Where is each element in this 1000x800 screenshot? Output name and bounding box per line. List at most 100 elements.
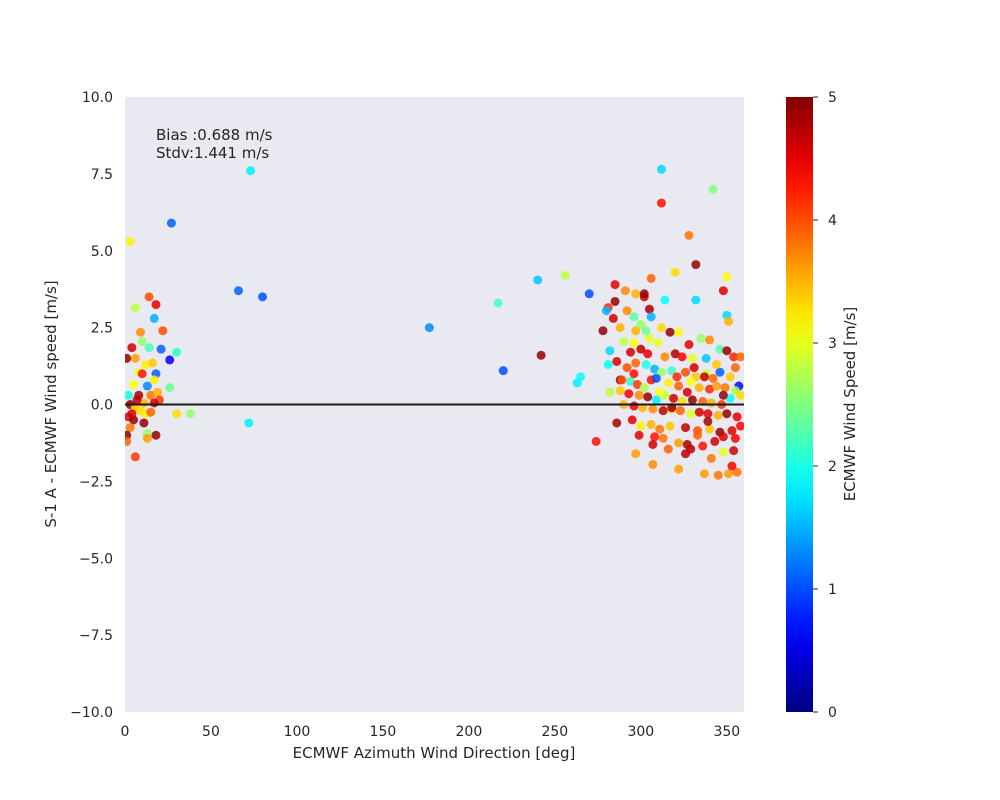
data-point <box>626 347 636 357</box>
data-point <box>675 406 685 416</box>
data-point <box>610 280 620 290</box>
data-point <box>576 372 586 382</box>
data-point <box>144 292 154 302</box>
data-point <box>669 393 679 403</box>
data-point <box>141 360 151 370</box>
data-point <box>158 326 168 336</box>
data-point <box>142 381 152 391</box>
data-point <box>711 381 721 391</box>
data-point <box>584 289 594 299</box>
data-point <box>706 453 716 463</box>
x-tick-label: 200 <box>456 724 483 740</box>
data-point <box>498 366 508 376</box>
data-point <box>689 363 699 373</box>
data-point <box>156 344 166 354</box>
data-point <box>674 464 684 474</box>
stdv-annotation: Stdv:1.441 m/s <box>156 144 269 162</box>
data-point <box>631 289 641 299</box>
x-axis-ticks: 0 50 100 150 200 250 300 350 <box>121 724 741 740</box>
data-point <box>648 439 658 449</box>
data-point <box>720 383 730 393</box>
data-points <box>125 164 744 480</box>
data-point <box>681 367 691 377</box>
data-point <box>708 373 718 383</box>
data-point <box>644 333 654 343</box>
data-point <box>674 438 684 448</box>
data-point <box>622 363 632 373</box>
data-point <box>694 407 704 417</box>
x-tick-label: 250 <box>541 724 568 740</box>
data-point <box>246 166 256 176</box>
data-point <box>725 372 735 382</box>
data-point <box>646 273 656 283</box>
data-point <box>612 356 622 366</box>
data-point <box>650 364 660 374</box>
data-point <box>711 360 721 370</box>
data-point <box>591 436 601 446</box>
data-point <box>130 303 140 313</box>
colorbar <box>786 97 813 712</box>
data-point <box>681 449 691 459</box>
data-point <box>663 444 673 454</box>
data-point <box>639 383 649 393</box>
data-point <box>646 312 656 322</box>
data-point <box>660 295 670 305</box>
data-point <box>130 452 140 462</box>
data-point <box>615 386 625 396</box>
data-point <box>722 346 732 356</box>
data-point <box>658 406 668 416</box>
data-point <box>708 184 718 194</box>
y-tick-label: −5.0 <box>79 551 113 567</box>
data-point <box>165 355 175 365</box>
data-point <box>125 353 132 363</box>
y-tick-label: 7.5 <box>91 167 113 183</box>
data-point <box>146 390 156 400</box>
x-tick-label: 150 <box>370 724 397 740</box>
data-point <box>663 378 673 388</box>
data-point <box>701 353 711 363</box>
y-tick-label: 10.0 <box>82 90 113 106</box>
data-point <box>713 470 723 480</box>
data-point <box>615 323 625 333</box>
data-point <box>127 409 137 419</box>
data-point <box>149 398 159 408</box>
data-point <box>127 343 137 353</box>
data-point <box>129 380 139 390</box>
bias-annotation: Bias :0.688 m/s <box>156 126 273 144</box>
data-point <box>244 418 254 428</box>
data-point <box>137 336 147 346</box>
colorbar-tick-label: 3 <box>828 336 837 352</box>
data-point <box>130 353 140 363</box>
data-point <box>699 469 709 479</box>
x-tick-label: 350 <box>713 724 740 740</box>
data-point <box>718 447 728 457</box>
data-point <box>684 340 694 350</box>
data-point <box>493 298 503 308</box>
data-point <box>703 416 713 426</box>
data-point <box>686 376 696 386</box>
data-point <box>560 270 570 280</box>
data-point <box>691 295 701 305</box>
data-point <box>149 313 159 323</box>
data-point <box>694 383 704 393</box>
y-axis-label: S-1 A - ECMWF Wind speed [m/s] <box>42 280 60 527</box>
colorbar-tick-label: 2 <box>828 459 837 475</box>
data-point <box>643 392 653 402</box>
data-point <box>648 404 658 414</box>
data-point <box>718 390 728 400</box>
data-point <box>665 421 675 431</box>
data-point <box>631 449 641 459</box>
data-point <box>125 237 135 247</box>
data-point <box>629 369 639 379</box>
data-point <box>151 430 161 440</box>
data-point <box>620 286 630 296</box>
data-point <box>722 409 732 419</box>
data-point <box>619 336 629 346</box>
data-point <box>729 446 739 456</box>
y-tick-label: −2.5 <box>79 474 113 490</box>
data-point <box>631 358 641 368</box>
data-point <box>626 376 636 386</box>
y-tick-label: 5.0 <box>91 244 113 260</box>
data-point <box>651 373 661 383</box>
